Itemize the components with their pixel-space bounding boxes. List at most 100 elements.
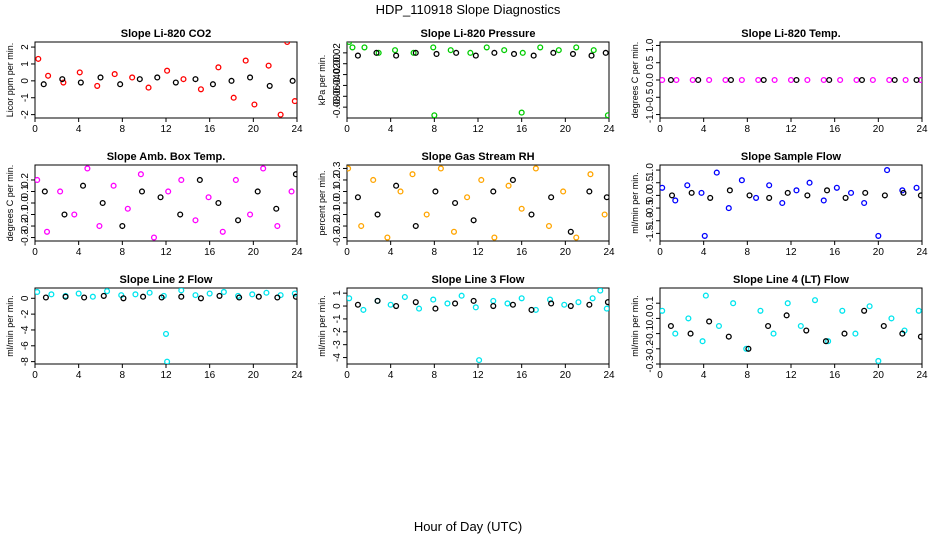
data-point [684,182,691,189]
data-point [232,176,239,184]
data-point [913,184,920,191]
data-point [787,76,795,84]
data-point [726,187,733,194]
x-tick-label: 4 [76,370,82,381]
data-point [880,322,887,330]
data-point [603,305,609,312]
data-point [62,293,69,300]
y-tick-label: -0.3 [332,228,343,246]
data-point [701,232,708,239]
x-tick-label: 0 [32,247,38,258]
data-point [588,52,595,59]
data-point [215,199,222,207]
panel-title: Slope Line 3 Flow [432,274,525,286]
data-point [292,293,297,300]
data-point [509,176,516,184]
data-point [687,330,694,337]
data-point [430,44,437,51]
y-tick-label: -0.5 [645,199,656,217]
data-point [192,217,199,224]
data-point [483,44,490,51]
y-axis-label: ml/min per min. [5,295,15,357]
data-point [354,52,361,59]
data-point [746,192,753,199]
panel-8: Slope Line 3 Flow 0 4 8 12 16 20 24 -4 -3 -2 -1 0 1 ml… [317,274,615,381]
y-tick-label: -1 [332,314,343,323]
data-point [509,301,516,308]
data-point [452,199,459,207]
data-point [48,291,55,298]
data-point [518,205,525,212]
x-tick-label: 20 [248,370,260,381]
data-point [265,62,272,69]
data-point [884,167,891,174]
data-point [432,188,439,195]
data-point [660,307,666,314]
data-point [260,165,267,172]
data-point [178,176,185,184]
data-point [393,52,400,59]
x-tick-label: 12 [160,247,172,258]
data-point [235,217,242,224]
panel-title: Slope Line 4 (LT) Flow [733,274,849,286]
data-point [695,76,702,84]
y-tick-label: 0.5 [645,55,656,69]
data-point [117,81,124,88]
data-point [490,297,497,304]
data-point [347,42,353,46]
data-point [727,76,735,84]
data-point [546,296,554,303]
data-point [384,234,391,241]
data-point [94,82,101,89]
plot-frame [34,164,298,242]
data-point [220,288,227,296]
x-tick-label: 12 [785,370,797,381]
y-tick-label: 0.1 [332,184,343,198]
data-point [586,301,593,308]
panel-title: Slope Amb. Box Temp. [107,151,226,163]
y-tick-label: -0.2 [332,217,343,235]
data-point [881,192,888,199]
data-point [154,74,161,81]
data-point [467,49,474,56]
points-group [35,288,297,364]
data-point [545,222,553,230]
y-tick-label: -0.1 [645,325,656,343]
data-point [263,289,270,296]
x-tick-label: 0 [344,370,350,381]
data-point [518,109,525,116]
y-tick-label: 0.00 [332,54,343,74]
data-point [464,194,471,201]
data-point [42,294,49,301]
y-tick-label: 0 [332,303,343,309]
data-point [150,234,158,241]
data-point [771,76,778,84]
data-point [197,86,204,93]
data-point [458,292,465,299]
y-axis-label: kPa per min. [317,55,327,106]
data-point [120,295,127,302]
data-point [192,76,199,83]
data-point [561,301,568,308]
panel-3: Slope Li-820 Temp. 0 4 8 12 16 20 24 -1.0-0.50.0… [630,28,928,135]
data-point [247,74,254,81]
y-tick-label: -1.0 [645,212,656,230]
data-point [209,81,216,88]
x-tick-label: 16 [516,247,528,258]
data-point [550,49,557,56]
data-point [470,217,477,224]
data-point [96,222,103,230]
data-point [784,300,791,307]
x-tick-label: 8 [745,124,751,135]
data-point [35,176,41,184]
data-point [291,98,297,105]
data-point [841,330,848,337]
y-axis-label: Licor ppm per min. [5,43,15,118]
data-point [770,330,777,337]
data-point [811,297,819,304]
data-point [660,76,666,84]
y-tick-label: 1 [20,61,31,67]
data-point [537,44,544,51]
